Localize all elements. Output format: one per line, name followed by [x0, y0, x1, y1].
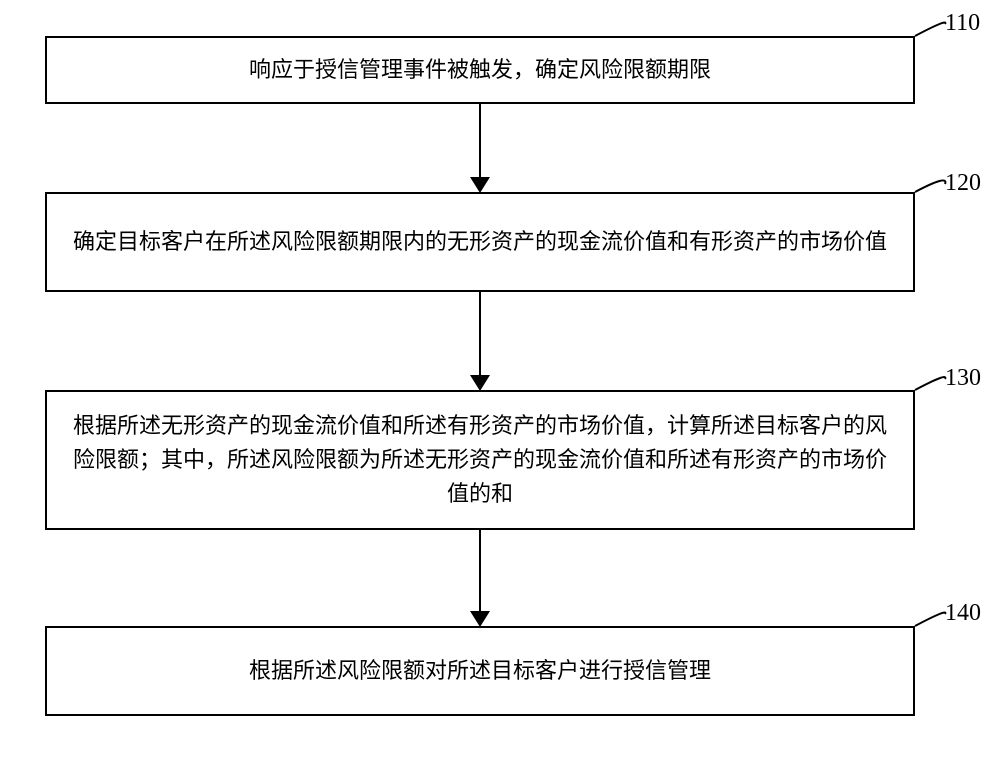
step-label-130: 130: [945, 365, 981, 392]
flow-node-n140: 根据所述风险限额对所述目标客户进行授信管理: [45, 626, 915, 716]
flow-node-text: 响应于授信管理事件被触发，确定风险限额期限: [249, 53, 711, 87]
callout-n140: [915, 613, 945, 627]
flow-node-text: 确定目标客户在所述风险限额期限内的无形资产的现金流价值和有形资产的市场价值: [73, 225, 887, 259]
step-label-120: 120: [945, 170, 981, 197]
step-label-110: 110: [945, 10, 980, 37]
flow-node-text: 根据所述风险限额对所述目标客户进行授信管理: [249, 654, 711, 688]
flow-node-text: 根据所述无形资产的现金流价值和所述有形资产的市场价值，计算所述目标客户的风险限额…: [65, 409, 895, 511]
flow-node-n120: 确定目标客户在所述风险限额期限内的无形资产的现金流价值和有形资产的市场价值: [45, 192, 915, 292]
callout-n120: [915, 180, 945, 192]
flow-node-n130: 根据所述无形资产的现金流价值和所述有形资产的市场价值，计算所述目标客户的风险限额…: [45, 390, 915, 530]
step-label-140: 140: [945, 600, 981, 627]
callout-n130: [915, 377, 945, 390]
callout-n110: [915, 23, 945, 37]
flow-node-n110: 响应于授信管理事件被触发，确定风险限额期限: [45, 36, 915, 104]
flowchart-canvas: 响应于授信管理事件被触发，确定风险限额期限确定目标客户在所述风险限额期限内的无形…: [0, 0, 1000, 762]
